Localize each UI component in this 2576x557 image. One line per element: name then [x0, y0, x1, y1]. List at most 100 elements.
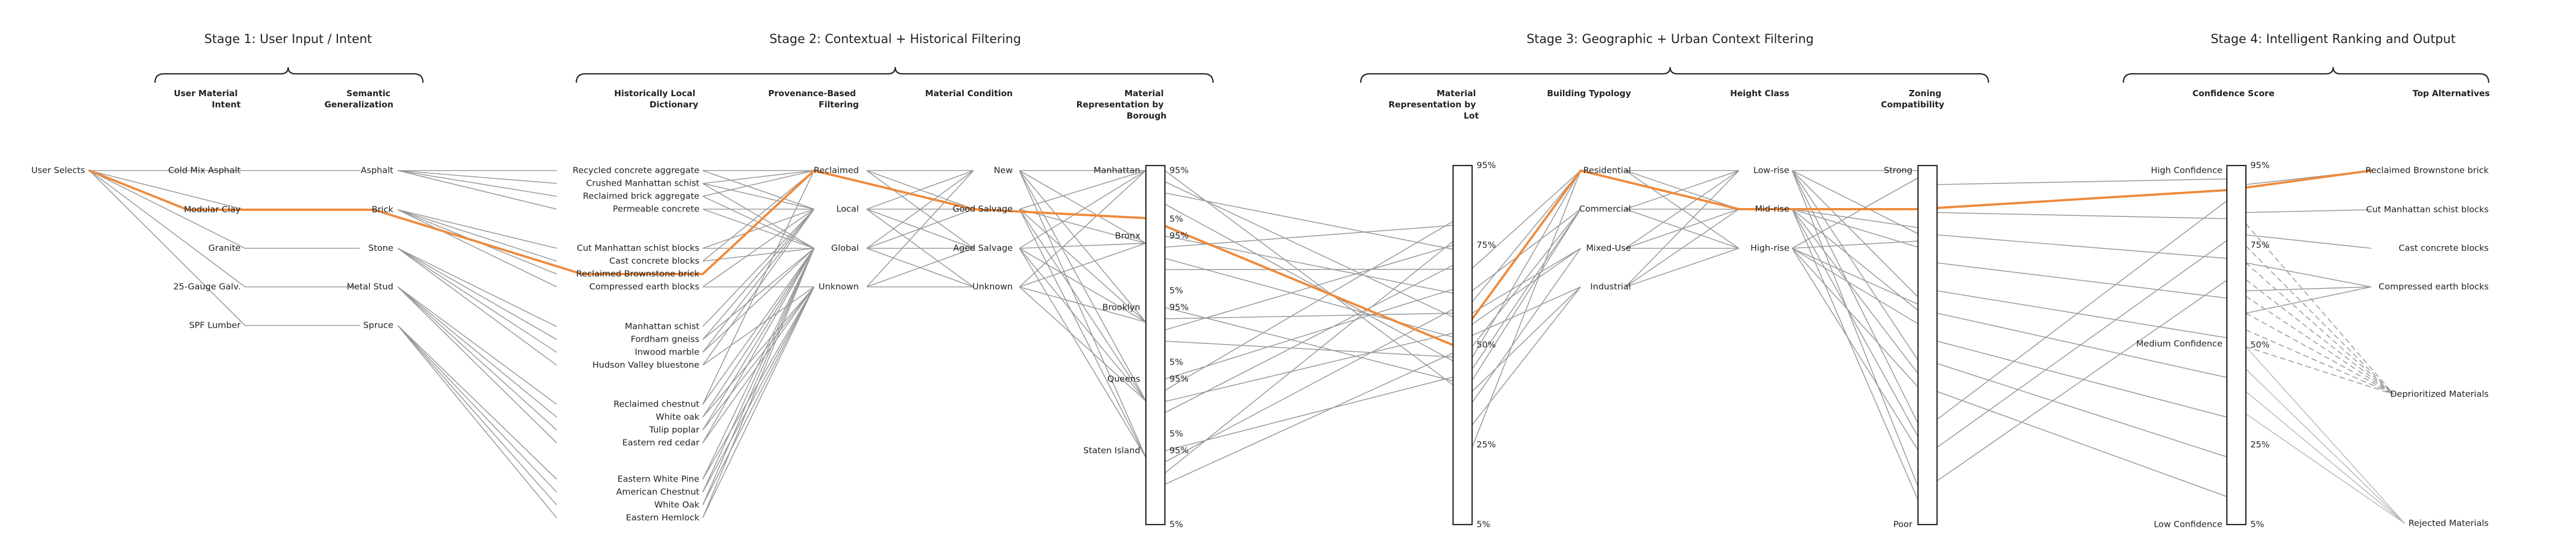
flow-line	[1164, 341, 1454, 358]
flow-line	[1792, 248, 1919, 305]
col-header-height: Height Class	[1730, 88, 1789, 98]
borough-tick-high: 95%	[1169, 446, 1188, 456]
typology-node-residential: Residential	[1583, 166, 1631, 176]
flow-line	[702, 209, 815, 353]
flow-line	[702, 209, 815, 340]
flow-lines	[89, 170, 2405, 524]
dictionary-node-inwood-marble: Inwood marble	[635, 347, 699, 357]
flow-line	[397, 248, 557, 340]
flow-line	[1792, 209, 1919, 228]
flow-line	[1792, 209, 1919, 437]
stage-2-brace	[575, 67, 1214, 83]
lot-axis	[1452, 164, 1473, 526]
height-node-high-rise: High-rise	[1750, 243, 1789, 253]
borough-tick-low: 5%	[1169, 357, 1183, 367]
flow-line	[397, 286, 557, 443]
flow-line	[1472, 248, 1581, 403]
intent-node-modular-clay: Modular Clay	[184, 205, 241, 215]
flow-line	[1792, 170, 1919, 487]
zoning-node-strong: Strong	[1884, 166, 1912, 176]
borough-axis	[1145, 164, 1166, 526]
flow-line	[702, 183, 815, 210]
dictionary-node-eastern-hemlock: Eastern Hemlock	[626, 513, 699, 523]
flow-line	[1164, 258, 1454, 338]
flow-line	[1019, 209, 1146, 402]
flow-line	[702, 170, 815, 197]
flow-line	[702, 170, 815, 184]
flow-line	[397, 170, 557, 210]
flow-line	[89, 170, 246, 210]
flow-line	[1936, 200, 2227, 420]
alternative-node-compressed-earth-blocks: Compressed earth blocks	[2378, 282, 2489, 292]
lot-tick-25: 25%	[1477, 440, 1496, 450]
lot-tick-95: 95%	[1477, 161, 1496, 171]
flow-line	[1164, 313, 1454, 319]
flow-line	[1472, 170, 1581, 448]
flow-line	[1792, 170, 1919, 234]
intent-node-granite: Granite	[208, 243, 241, 253]
borough-node-queens: Queens	[1107, 374, 1140, 384]
flow-line	[1472, 209, 1581, 347]
flow-line	[1164, 240, 1454, 474]
deprioritized-flow-line	[2245, 223, 2394, 395]
flow-line	[1164, 244, 1454, 331]
flow-line	[1019, 243, 1146, 249]
col-header-semantic: Semantic Generalization	[325, 88, 393, 110]
flow-line	[1792, 209, 1919, 311]
flow-line	[702, 209, 815, 287]
flow-line	[702, 248, 815, 418]
flow-line	[2245, 369, 2405, 524]
flow-line	[1792, 170, 1919, 361]
zoning-axis	[1917, 164, 1938, 526]
flow-line	[1625, 209, 1740, 287]
flow-line	[397, 170, 557, 184]
flow-line	[1936, 280, 2227, 482]
dictionary-node-compressed-earth-blocks: Compressed earth blocks	[589, 282, 699, 292]
dictionary-node-reclaimed-chestnut: Reclaimed chestnut	[614, 399, 699, 409]
dictionary-node-white-oak: White Oak	[654, 500, 699, 510]
flow-line	[702, 248, 815, 340]
intent-node-25-gauge-galv: 25-Gauge Galv.	[173, 282, 241, 292]
semantic-node-metal-stud: Metal Stud	[347, 282, 393, 292]
flow-line	[2245, 234, 2372, 249]
flow-line	[1936, 178, 2227, 185]
confidence-tick-50: 50%	[2250, 340, 2269, 350]
confidence-tick-95: 95%	[2250, 161, 2269, 171]
col-header-provenance: Provenance-Based Filtering	[768, 88, 859, 110]
borough-tick-low: 5%	[1169, 429, 1183, 439]
flow-line	[1019, 209, 1146, 244]
flow-line	[702, 286, 815, 443]
lot-tick-75: 75%	[1477, 240, 1496, 250]
alternative-node-rejected-materials: Rejected Materials	[2409, 518, 2489, 528]
node-labels: User Selects Cold Mix Asphalt Modular Clay…	[31, 161, 2489, 530]
confidence-node-medium-confidence: Medium Confidence	[2136, 339, 2222, 349]
flow-line	[1164, 352, 1454, 485]
flow-line	[1936, 341, 2227, 418]
dictionary-node-cut-manhattan-schist-blocks: Cut Manhattan schist blocks	[577, 243, 699, 253]
intent-node-spf-lumber: SPF Lumber	[189, 320, 241, 331]
flow-line	[1164, 204, 1454, 362]
flow-line	[1164, 268, 1454, 270]
flow-line	[1472, 248, 1581, 314]
confidence-tick-5: 5%	[2250, 520, 2264, 530]
flow-line	[1472, 286, 1581, 392]
flow-line	[2245, 391, 2405, 524]
flow-line	[1019, 243, 1146, 287]
alternative-node-reclaimed-brownstone-brick: Reclaimed Brownstone brick	[2366, 166, 2489, 176]
flow-line	[702, 248, 815, 405]
borough-tick-high: 95%	[1169, 166, 1188, 176]
deprioritized-flow-line	[2245, 296, 2394, 395]
flow-line	[702, 248, 815, 443]
flow-line	[1164, 265, 1454, 413]
semantic-node-spruce: Spruce	[363, 320, 393, 331]
col-header-alternatives: Top Alternatives	[2413, 88, 2490, 98]
flow-line	[397, 170, 557, 197]
condition-node-new: New	[994, 166, 1013, 176]
zoning-node-poor: Poor	[1893, 520, 1913, 530]
typology-node-mixed-use: Mixed-Use	[1586, 243, 1631, 253]
deprioritized-flow-line	[2245, 346, 2394, 395]
flow-line	[1936, 262, 2227, 299]
flow-line	[1019, 209, 1146, 458]
flow-line	[1164, 332, 1454, 402]
flow-line	[1164, 376, 1454, 451]
